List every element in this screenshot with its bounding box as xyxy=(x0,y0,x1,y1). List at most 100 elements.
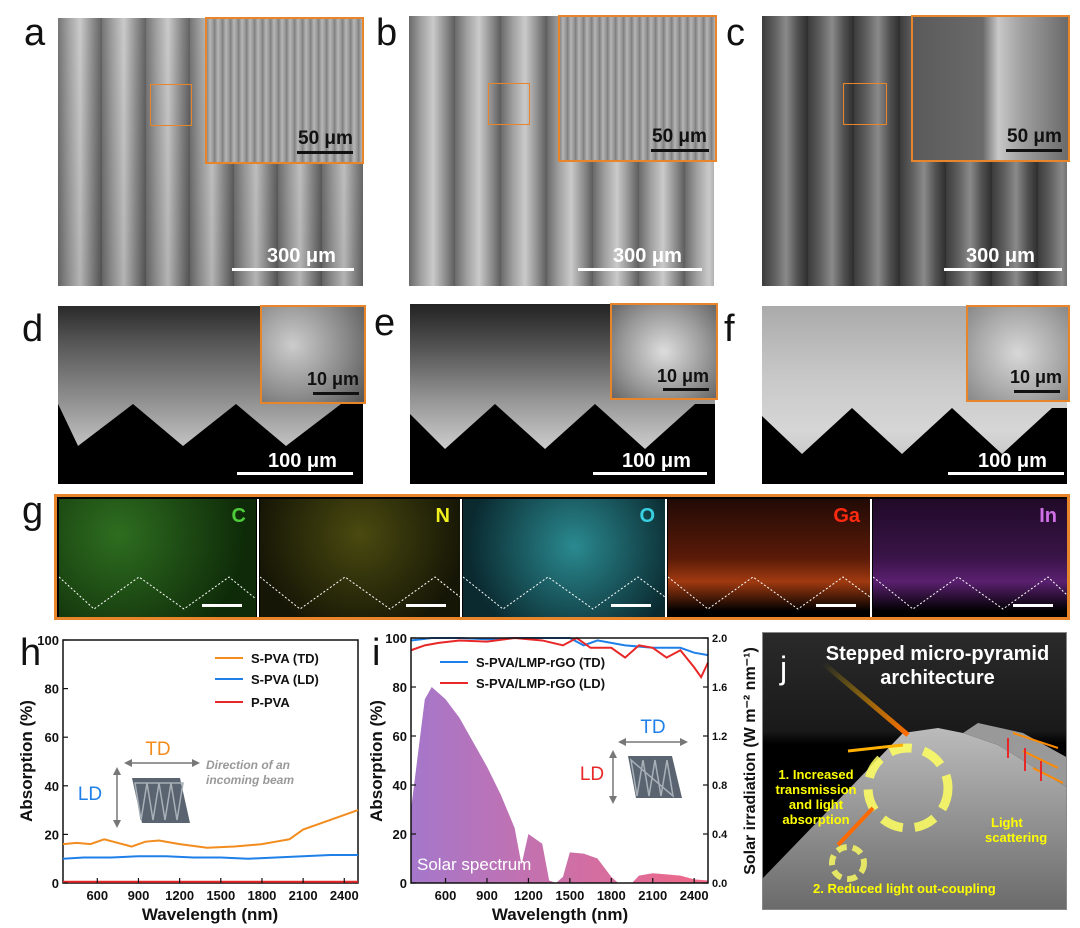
chart-h-plot-area xyxy=(62,639,359,884)
chart-h-ylabel: Absorption (%) xyxy=(17,700,36,822)
i-pyramid-icon xyxy=(628,756,682,798)
eds-label-in: In xyxy=(1039,505,1057,527)
panel-j-note1-4: absorption xyxy=(782,812,850,827)
legend-h-label-td: S-PVA (TD) xyxy=(251,651,319,666)
eds-map-c: C xyxy=(59,499,256,617)
h-td-label: TD xyxy=(145,739,170,760)
h-beam-label-2: incoming beam xyxy=(206,773,294,787)
scale-text-a: 300 μm xyxy=(267,245,336,267)
scalebar-b xyxy=(578,268,702,271)
panel-j-note1-1: 1. Increased xyxy=(778,767,854,782)
eds-scalebar-c xyxy=(202,604,242,607)
eds-label-o: O xyxy=(639,505,655,527)
inset-scale-text-d: 10 μm xyxy=(307,369,360,389)
eds-divider-3 xyxy=(665,499,667,617)
y-tick-label: 0 xyxy=(400,876,407,891)
x-tick-label: 900 xyxy=(128,888,150,903)
y2-tick-label: 1.6 xyxy=(712,682,727,694)
y2-tick-label: 0.8 xyxy=(712,780,727,792)
panel-j-note3-1: Light xyxy=(991,815,1023,830)
inset-scale-text-c: 50 μm xyxy=(1007,126,1062,147)
series-line-1 xyxy=(410,636,709,680)
panel-label-e: e xyxy=(374,302,396,344)
inset-scalebar-c xyxy=(1006,149,1062,152)
x-tick-label: 1800 xyxy=(247,888,276,903)
panel-label-i: i xyxy=(372,632,381,674)
chart-h: 600 900 1200 1500 1800 2100 2400 0 20 40 60 80 100 W… xyxy=(17,633,359,924)
i-ld-arrowhead-top xyxy=(609,750,617,758)
i-td-arrowhead-right xyxy=(680,738,688,746)
y2-tick-label: 2.0 xyxy=(712,633,727,645)
legend-i-label-ld: S-PVA/LMP-rGO (LD) xyxy=(476,676,605,691)
legend-i-label-td: S-PVA/LMP-rGO (TD) xyxy=(476,655,605,670)
y-tick-label: 100 xyxy=(385,631,407,646)
eds-map-o: O xyxy=(463,499,665,617)
chart-i-ylabel: Absorption (%) xyxy=(370,700,386,822)
panel-label-d: d xyxy=(22,308,44,350)
panel-j-note1-2: transmission xyxy=(775,782,857,797)
chart-i-xlabel: Wavelength (nm) xyxy=(492,905,628,924)
chart-h-xlabel: Wavelength (nm) xyxy=(142,905,278,924)
panel-label-b: b xyxy=(376,12,398,54)
inset-b xyxy=(558,15,717,162)
x-tick-label: 2100 xyxy=(638,888,667,903)
h-td-arrowhead-right xyxy=(192,759,200,767)
panel-j-title-2: architecture xyxy=(880,667,995,689)
scalebar-d xyxy=(237,472,353,475)
zoom-box-c xyxy=(843,83,887,125)
eds-label-ga: Ga xyxy=(833,505,860,527)
y2-tick-label: 1.2 xyxy=(712,731,727,743)
x-tick-label: 1500 xyxy=(206,888,235,903)
panel-label-g: g xyxy=(22,490,44,532)
scale-text-b: 300 μm xyxy=(613,245,682,267)
panel-j-note3-2: scattering xyxy=(985,830,1048,845)
zoom-box-b xyxy=(488,83,530,125)
eds-scalebar-ga xyxy=(816,604,856,607)
solar-spectrum-area xyxy=(411,687,708,883)
y2-tick-label: 0.4 xyxy=(712,829,728,841)
eds-scalebar-in xyxy=(1013,604,1053,607)
inset-scale-text-e: 10 μm xyxy=(657,366,710,386)
series-line-1 xyxy=(62,854,358,860)
eds-map-in: In xyxy=(873,499,1067,617)
eds-label-c: C xyxy=(231,505,246,527)
chart-i-y2label: Solar irradiation (W m⁻² nm⁻¹) xyxy=(742,647,759,875)
scale-text-e: 100 μm xyxy=(622,450,691,472)
inset-scalebar-d xyxy=(313,392,359,395)
x-tick-label: 600 xyxy=(435,888,457,903)
zoom-box-a xyxy=(150,84,192,126)
i-ld-arrowhead-bottom xyxy=(609,796,617,804)
panel-label-j: j xyxy=(780,650,788,686)
scalebar-e xyxy=(593,472,707,475)
inset-scale-text-a: 50 μm xyxy=(298,128,353,149)
eds-divider-2 xyxy=(460,499,462,617)
x-tick-label: 900 xyxy=(476,888,498,903)
inset-f xyxy=(966,305,1070,402)
eds-divider-1 xyxy=(257,499,259,617)
panel-label-f: f xyxy=(724,308,735,350)
y-tick-label: 80 xyxy=(45,682,59,697)
h-ld-arrowhead-top xyxy=(113,767,121,775)
scalebar-c xyxy=(944,268,1062,271)
eds-label-n: N xyxy=(435,505,450,527)
i-ld-label: LD xyxy=(580,764,604,785)
y-tick-label: 20 xyxy=(393,827,407,842)
y-tick-label: 80 xyxy=(393,680,407,695)
eds-map-ga: Ga xyxy=(668,499,870,617)
scalebar-f xyxy=(948,472,1064,475)
i-solar-label: Solar spectrum xyxy=(417,855,531,874)
eds-scalebar-o xyxy=(611,604,651,607)
panel-label-a: a xyxy=(24,12,46,54)
series-line-0 xyxy=(62,809,359,849)
x-tick-label: 2400 xyxy=(680,888,709,903)
eds-map-n: N xyxy=(260,499,460,617)
x-tick-label: 2100 xyxy=(289,888,318,903)
h-ld-arrowhead-bottom xyxy=(113,820,121,828)
inset-scalebar-f xyxy=(1014,390,1060,393)
inset-a xyxy=(205,17,364,164)
y-tick-label: 100 xyxy=(37,633,59,648)
scalebar-a xyxy=(232,268,354,271)
scale-text-d: 100 μm xyxy=(268,450,337,472)
panel-j-title-1: Stepped micro-pyramid xyxy=(825,643,1050,665)
x-tick-label: 1200 xyxy=(514,888,543,903)
